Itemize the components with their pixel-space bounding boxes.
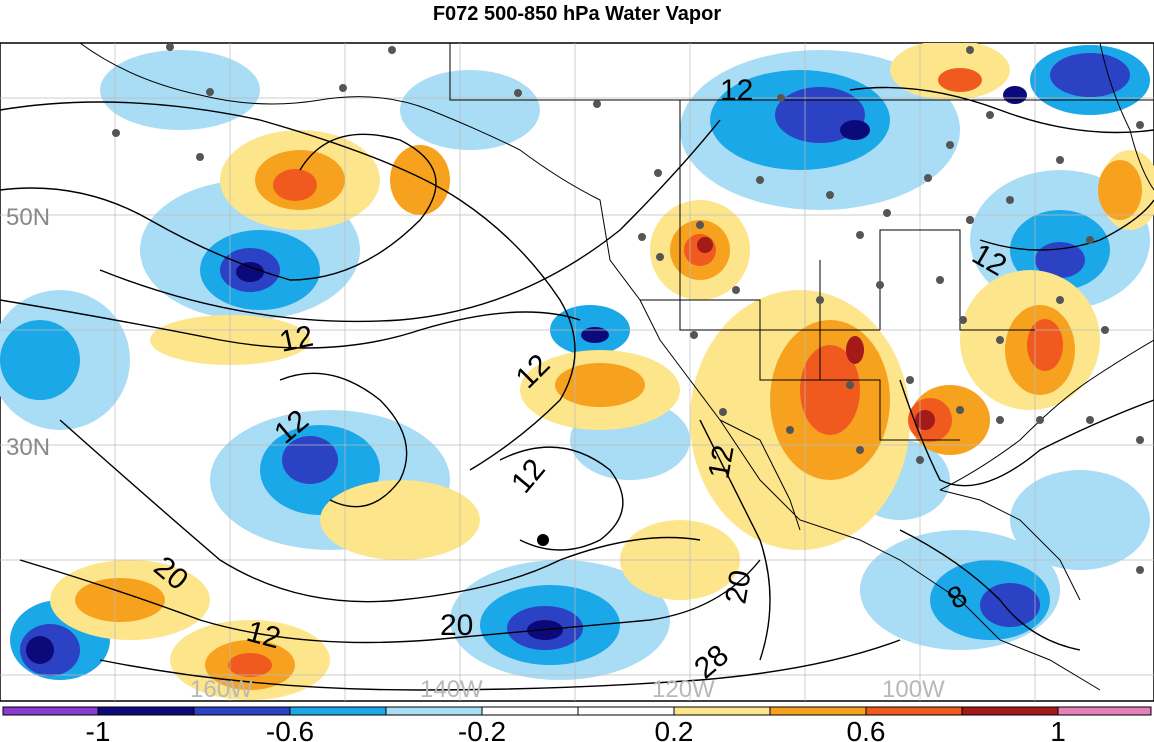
contour-label: 20 bbox=[440, 609, 473, 642]
colorbar-bin bbox=[1058, 707, 1151, 715]
colorbar-bin bbox=[866, 707, 962, 715]
longitude-labels: 160W 140W 120W 100W bbox=[190, 676, 945, 703]
lon-label: 100W bbox=[882, 676, 945, 703]
contours bbox=[0, 86, 1154, 691]
lat-label: 30N bbox=[6, 434, 50, 461]
lon-label: 140W bbox=[420, 676, 483, 703]
colorbar-tick-label: 0.6 bbox=[847, 716, 886, 742]
lon-label: 120W bbox=[652, 676, 715, 703]
colorbar-bin bbox=[962, 707, 1058, 715]
colorbar-tick-label: 1 bbox=[1050, 716, 1066, 742]
colorbar: -1 -0.6 -0.2 0.2 0.6 1 bbox=[2, 706, 1152, 742]
latitude-labels: 50N 30N bbox=[6, 204, 50, 461]
colorbar-bin bbox=[98, 707, 194, 715]
coastlines bbox=[79, 43, 1154, 691]
contour-label: 20 bbox=[719, 568, 757, 607]
station-dots bbox=[112, 43, 1144, 574]
colorbar-bin bbox=[674, 707, 770, 715]
contour-label: 12 bbox=[277, 320, 317, 359]
colorbar-bin bbox=[386, 707, 482, 715]
colorbar-bin bbox=[194, 707, 290, 715]
lon-label: 160W bbox=[190, 676, 253, 703]
map-title: F072 500-850 hPa Water Vapor bbox=[432, 3, 722, 25]
colorbar-bin bbox=[290, 707, 386, 715]
storm-center-marker bbox=[537, 534, 549, 546]
lat-label: 50N bbox=[6, 204, 50, 231]
contour-label: 12 bbox=[720, 74, 753, 107]
colorbar-tick-label: -0.6 bbox=[266, 716, 314, 742]
colorbar-tick-label: -0.2 bbox=[458, 716, 506, 742]
colorbar-tick-label: 0.2 bbox=[655, 716, 694, 742]
contour-label: 12 bbox=[702, 443, 740, 482]
colorbar-tick-label: -1 bbox=[86, 716, 111, 742]
colorbar-bin bbox=[770, 707, 866, 715]
colorbar-bin bbox=[3, 707, 98, 715]
